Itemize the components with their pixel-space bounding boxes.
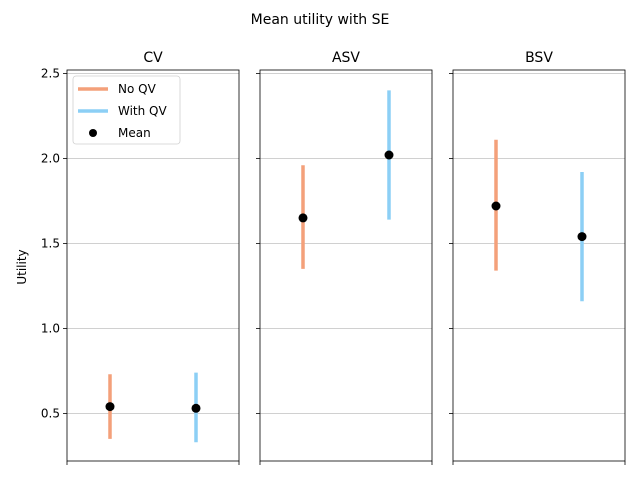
y-tick-label: 1.5 bbox=[41, 236, 60, 250]
legend-label: No QV bbox=[118, 82, 157, 96]
y-tick-label: 2.0 bbox=[41, 151, 60, 165]
panels: CV 0.5 1.0 1.5 2.0 2.5 No QV With QV Mean ASV BSV bbox=[41, 50, 626, 465]
panel-title: BSV bbox=[525, 50, 553, 66]
mean-point-no-qv bbox=[105, 402, 115, 412]
panel-bsv: BSV bbox=[449, 50, 626, 465]
legend: No QV With QV Mean bbox=[72, 75, 181, 145]
legend-label: Mean bbox=[118, 126, 151, 140]
panel-title: CV bbox=[143, 50, 163, 66]
mean-point-with-qv bbox=[191, 403, 201, 413]
mean-point-with-qv bbox=[577, 232, 587, 242]
mean-point-no-qv bbox=[298, 213, 308, 223]
y-tick-label: 2.5 bbox=[41, 66, 60, 80]
panel-frame bbox=[452, 69, 626, 462]
panel-title: ASV bbox=[332, 50, 360, 66]
y-axis-label: Utility bbox=[15, 249, 29, 284]
legend-label: With QV bbox=[118, 104, 168, 118]
panel-cv: CV 0.5 1.0 1.5 2.0 2.5 No QV With QV Mean bbox=[41, 50, 240, 465]
panel-frame bbox=[259, 69, 433, 462]
panel-frame bbox=[66, 69, 240, 462]
panel-asv: ASV bbox=[256, 50, 433, 465]
legend-swatch-mean bbox=[89, 129, 97, 137]
mean-point-no-qv bbox=[491, 201, 501, 211]
chart-title: Mean utility with SE bbox=[251, 12, 390, 28]
legend-box bbox=[72, 75, 181, 145]
y-tick-label: 1.0 bbox=[41, 321, 60, 335]
mean-point-with-qv bbox=[384, 150, 394, 160]
y-tick-label: 0.5 bbox=[41, 406, 60, 420]
